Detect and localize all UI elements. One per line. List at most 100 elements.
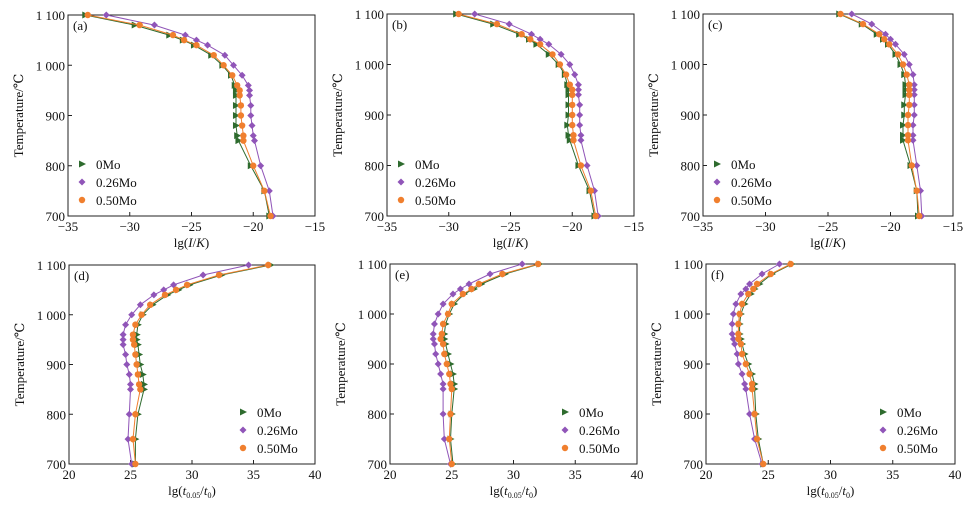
data-point (577, 162, 585, 169)
data-point (170, 281, 178, 289)
data-point (565, 91, 573, 99)
legend-item: 0Mo (880, 405, 922, 420)
x-tick-label: 35 (569, 467, 582, 482)
data-point (556, 61, 564, 68)
x-axis-title: lg(t0.05/t0) (168, 483, 216, 500)
data-point (238, 122, 246, 129)
data-point (910, 81, 918, 89)
data-point (229, 61, 237, 69)
data-point (265, 261, 272, 269)
data-point (192, 36, 200, 44)
x-tick-label: 35 (886, 467, 899, 482)
y-axis-title: Temperature/℃ (333, 322, 348, 406)
data-point (247, 101, 255, 109)
data-point (545, 40, 553, 48)
legend-label: 0Mo (579, 405, 604, 420)
data-point (735, 330, 742, 338)
data-point (562, 71, 570, 78)
y-tick-label: 900 (681, 108, 701, 123)
data-point (439, 320, 447, 328)
legend-item: 0Mo (562, 405, 604, 420)
data-point (733, 350, 741, 358)
panel-label: (d) (74, 268, 89, 283)
data-point (150, 21, 158, 29)
data-point (432, 350, 440, 358)
data-point (904, 111, 912, 119)
data-point (904, 137, 912, 144)
x-tick-label: 40 (309, 467, 322, 482)
y-tick-label: 700 (681, 209, 701, 224)
legend-marker (713, 178, 721, 186)
x-axis-title: lg(I/K) (810, 235, 845, 250)
legend-marker (78, 196, 86, 204)
data-point (124, 435, 132, 443)
data-point (742, 285, 750, 293)
data-point (448, 300, 455, 308)
data-point (901, 101, 909, 109)
data-point (545, 50, 553, 58)
data-point (246, 86, 254, 94)
data-point (125, 370, 133, 378)
y-axis-title: Temperature/℃ (11, 74, 26, 158)
legend-item: 0.50Mo (713, 193, 772, 208)
x-tick-label: 20 (384, 467, 397, 482)
data-point (434, 360, 442, 368)
data-point (267, 212, 274, 220)
legend-item: 0Mo (79, 157, 121, 172)
y-tick-label: 800 (365, 159, 385, 174)
data-point (753, 280, 761, 288)
legend-marker (398, 160, 405, 168)
data-point (750, 285, 757, 293)
data-point (119, 341, 127, 349)
legend-marker (561, 444, 569, 452)
data-point (248, 122, 256, 130)
y-tick-label: 700 (684, 457, 704, 472)
data-point (456, 285, 464, 293)
data-point (245, 261, 253, 269)
data-point (570, 132, 577, 139)
legend-item: 0Mo (714, 157, 756, 172)
data-point (569, 121, 576, 129)
data-point (566, 81, 573, 88)
data-point (569, 91, 576, 99)
data-point (902, 91, 910, 99)
x-tick-label: −20 (880, 219, 900, 234)
data-point (576, 121, 584, 129)
data-point (570, 137, 577, 144)
data-point (486, 270, 494, 278)
data-point (238, 71, 246, 79)
data-point (172, 286, 180, 294)
data-point (210, 52, 217, 59)
data-point (729, 335, 737, 343)
data-point (234, 132, 242, 140)
series-0_26Mo (471, 10, 602, 220)
chart-panel-b: −35 −30 −25 −20 −15 700 800 900 1 000 1 100 lg(I/K… (330, 7, 644, 250)
data-point (742, 360, 750, 368)
legend-label: 0.50Mo (257, 441, 298, 456)
data-point (910, 101, 918, 109)
legend-marker (714, 160, 721, 168)
y-tick-label: 1 000 (36, 58, 65, 73)
data-point (447, 380, 454, 388)
y-tick-label: 900 (365, 108, 385, 123)
x-tick-label: 20 (700, 467, 713, 482)
data-point (767, 270, 774, 278)
data-point (229, 72, 236, 79)
data-point (566, 136, 574, 144)
data-point (134, 371, 142, 378)
data-point (237, 102, 245, 109)
data-point (900, 131, 907, 139)
data-point (446, 435, 453, 443)
data-point (244, 81, 252, 89)
data-point (737, 340, 745, 348)
y-tick-label: 900 (47, 358, 67, 373)
data-point (906, 91, 913, 99)
x-tick-label: 40 (631, 467, 644, 482)
data-point (760, 460, 767, 468)
legend-marker (713, 196, 721, 204)
x-axis-title: lg(I/K) (493, 235, 528, 250)
data-point (535, 260, 542, 268)
data-point (583, 162, 591, 169)
data-point (837, 10, 844, 18)
